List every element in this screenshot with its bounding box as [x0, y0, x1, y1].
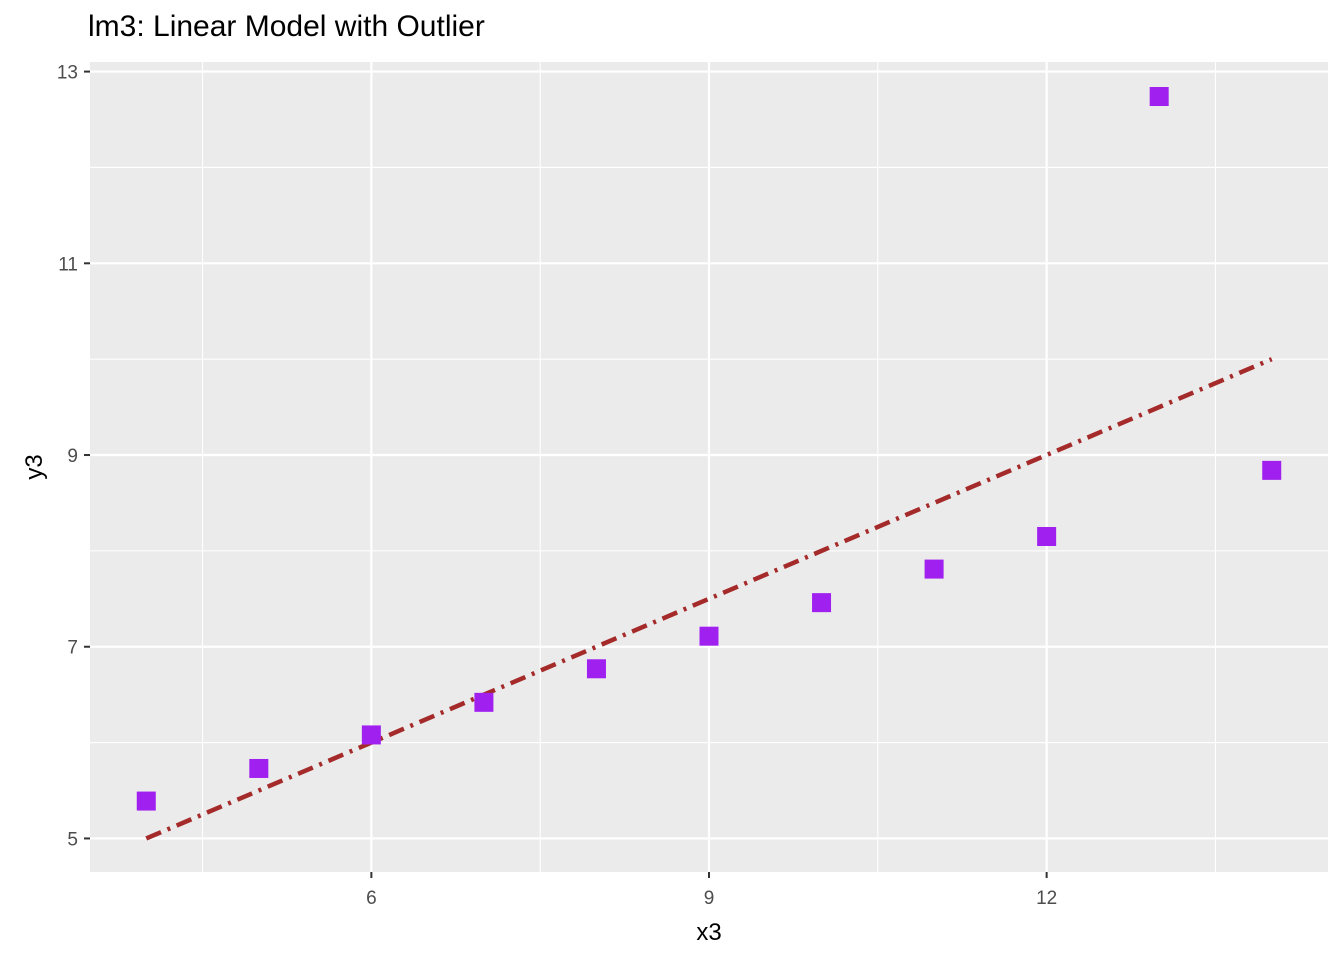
y-axis-title: y3 — [21, 454, 48, 479]
y-tick-label: 13 — [57, 63, 78, 84]
y-tick-label: 11 — [58, 254, 78, 275]
data-point — [249, 758, 269, 778]
data-point — [1037, 526, 1057, 546]
points-layer — [136, 87, 1282, 811]
data-point — [924, 559, 944, 579]
data-point — [699, 626, 719, 646]
data-point — [361, 725, 381, 745]
data-point — [474, 692, 494, 712]
chart-title: lm3: Linear Model with Outlier — [88, 10, 485, 43]
data-point — [812, 593, 832, 613]
y-tick-label: 7 — [67, 638, 78, 659]
x-tick-label: 9 — [704, 888, 715, 909]
axis-tick-labels: 6 9 12 5 7 9 11 13 — [57, 63, 1057, 909]
x-tick-label: 12 — [1036, 888, 1057, 909]
data-point — [136, 791, 156, 811]
data-point — [1149, 87, 1169, 107]
x-tick-label: 6 — [366, 888, 377, 909]
axis-ticks — [84, 70, 1048, 878]
y-tick-label: 9 — [67, 446, 78, 467]
data-point — [586, 659, 606, 679]
fit-line-layer — [145, 357, 1273, 841]
data-point — [1262, 460, 1282, 480]
x-axis-title: x3 — [696, 919, 721, 946]
fit-line — [145, 357, 1273, 841]
y-tick-label: 5 — [67, 829, 78, 850]
